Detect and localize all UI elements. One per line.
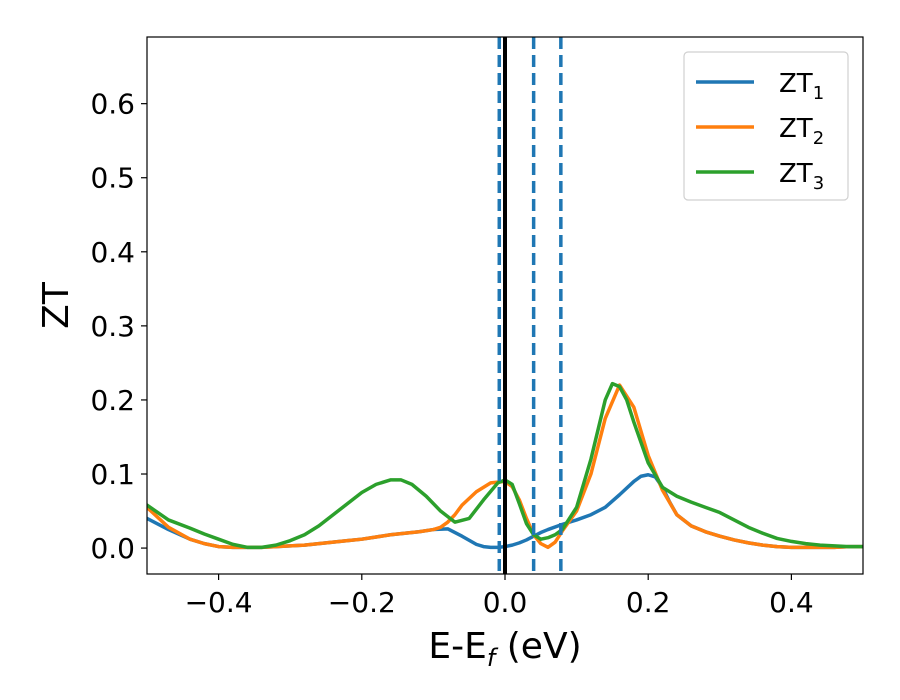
y-tick-label: 0.3 <box>90 310 135 343</box>
vertical-lines-layer <box>497 37 563 574</box>
series-line-zt3 <box>147 381 863 550</box>
x-tick-label: −0.2 <box>328 586 396 619</box>
y-tick-label: 0.6 <box>90 88 135 121</box>
x-tick-label: 0.2 <box>626 586 671 619</box>
series-layer <box>147 381 863 550</box>
x-tick-label: 0.4 <box>769 586 814 619</box>
x-axis-label: E-Ef (eV) <box>428 626 581 672</box>
legend-label: ZT1 <box>779 69 824 104</box>
x-axis-ticks: −0.4 −0.2 0.0 0.2 0.4 <box>185 574 814 619</box>
legend-box <box>683 51 849 201</box>
y-tick-label: 0.4 <box>90 236 135 269</box>
y-tick-label: 0.1 <box>90 458 135 491</box>
y-tick-label: 0.5 <box>90 162 135 195</box>
y-tick-label: 0.0 <box>90 532 135 565</box>
y-axis-label: ZT <box>36 281 77 329</box>
x-tick-label: 0.0 <box>483 586 528 619</box>
x-tick-label: −0.4 <box>185 586 253 619</box>
y-axis-ticks: 0.0 0.1 0.2 0.3 0.4 0.5 0.6 <box>90 88 147 565</box>
legend-item-zt1: ZT1 <box>696 69 824 104</box>
legend-items: ZT1 ZT2 ZT3 <box>696 69 824 194</box>
y-tick-label: 0.2 <box>90 384 135 417</box>
x-axis-label-unit: (eV) <box>495 626 581 667</box>
legend-item-zt2: ZT2 <box>696 114 824 149</box>
legend: ZT1 ZT2 ZT3 <box>683 51 849 201</box>
legend-item-zt3: ZT3 <box>696 159 824 194</box>
x-axis-label-main: E-E <box>428 626 486 667</box>
legend-label: ZT2 <box>779 114 824 149</box>
legend-label: ZT3 <box>779 159 824 194</box>
